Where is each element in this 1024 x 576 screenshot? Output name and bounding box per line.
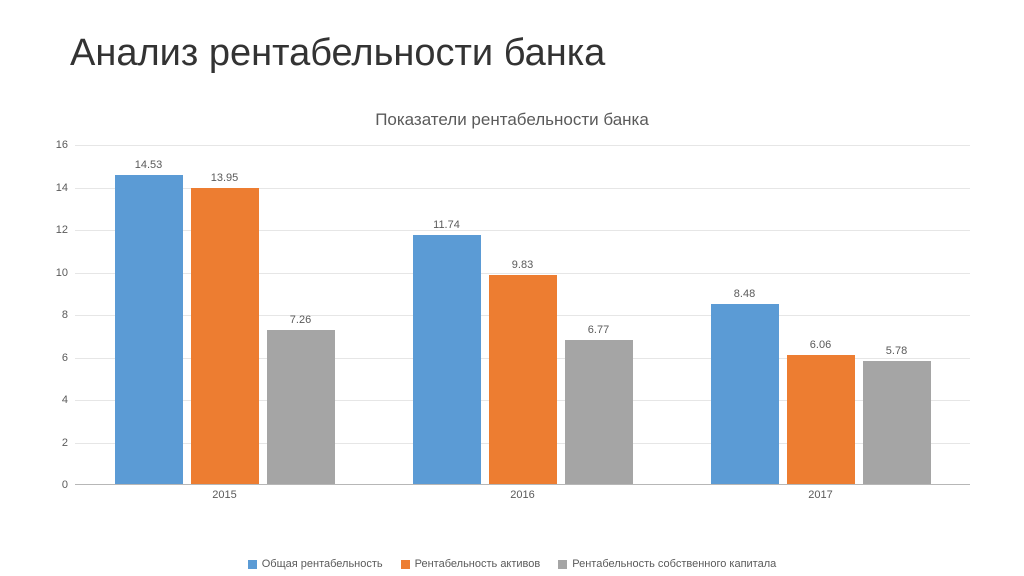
y-tick-label: 4 — [38, 394, 68, 406]
bar: 13.95 — [191, 188, 259, 484]
legend-item: Общая рентабельность — [248, 558, 383, 570]
y-tick-label: 6 — [38, 352, 68, 364]
legend-swatch — [401, 560, 410, 569]
bar: 7.26 — [267, 330, 335, 484]
bar: 14.53 — [115, 175, 183, 484]
bar: 8.48 — [711, 304, 779, 484]
bar: 11.74 — [413, 235, 481, 484]
y-tick-label: 16 — [38, 139, 68, 151]
y-tick-label: 0 — [38, 479, 68, 491]
bar: 9.83 — [489, 275, 557, 484]
x-tick-label: 2016 — [413, 489, 633, 501]
y-tick-label: 12 — [38, 224, 68, 236]
x-tick-label: 2015 — [115, 489, 335, 501]
legend: Общая рентабельность Рентабельность актив… — [0, 558, 1024, 570]
x-tick-label: 2017 — [711, 489, 931, 501]
bar-value-label: 5.78 — [863, 345, 931, 357]
bar-value-label: 6.06 — [787, 339, 855, 351]
bar-value-label: 9.83 — [489, 259, 557, 271]
legend-item: Рентабельность собственного капитала — [558, 558, 776, 570]
bar-group: 8.486.065.78 — [711, 145, 931, 484]
slide: Анализ рентабельности банка Показатели р… — [0, 0, 1024, 576]
bar-group: 14.5313.957.26 — [115, 145, 335, 484]
bar-value-label: 6.77 — [565, 324, 633, 336]
bar-value-label: 11.74 — [413, 219, 481, 231]
bar-value-label: 7.26 — [267, 314, 335, 326]
bar-chart: 14.5313.957.2611.749.836.778.486.065.78 … — [50, 145, 970, 505]
plot-area: 14.5313.957.2611.749.836.778.486.065.78 — [75, 145, 970, 485]
y-tick-label: 14 — [38, 182, 68, 194]
page-title: Анализ рентабельности банка — [70, 32, 605, 75]
bar-group: 11.749.836.77 — [413, 145, 633, 484]
bar-value-label: 13.95 — [191, 172, 259, 184]
y-tick-label: 2 — [38, 437, 68, 449]
legend-item: Рентабельность активов — [401, 558, 541, 570]
legend-label: Рентабельность активов — [415, 558, 541, 570]
bar: 5.78 — [863, 361, 931, 484]
legend-label: Общая рентабельность — [262, 558, 383, 570]
legend-swatch — [248, 560, 257, 569]
y-tick-label: 10 — [38, 267, 68, 279]
bar: 6.77 — [565, 340, 633, 484]
bar-value-label: 14.53 — [115, 159, 183, 171]
bar: 6.06 — [787, 355, 855, 484]
legend-label: Рентабельность собственного капитала — [572, 558, 776, 570]
chart-subtitle: Показатели рентабельности банка — [0, 110, 1024, 130]
bar-value-label: 8.48 — [711, 288, 779, 300]
legend-swatch — [558, 560, 567, 569]
y-tick-label: 8 — [38, 309, 68, 321]
